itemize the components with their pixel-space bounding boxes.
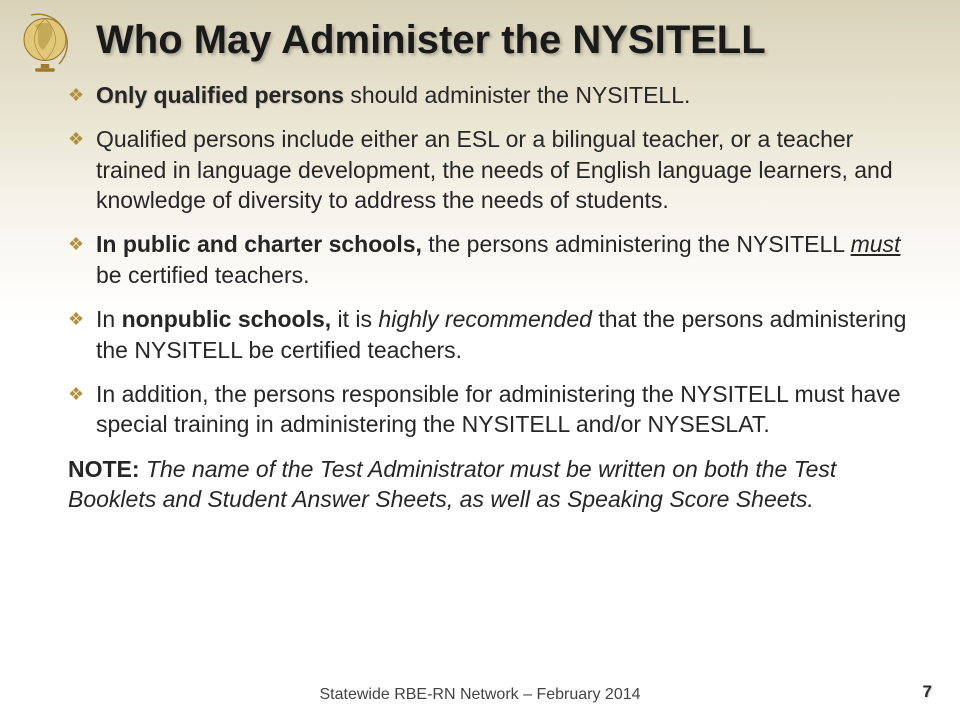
diamond-icon: ❖ bbox=[68, 233, 84, 257]
bullet-italic: highly recommended bbox=[378, 306, 592, 332]
bullet-must: must bbox=[851, 231, 901, 257]
bullet-item: ❖ In public and charter schools, the per… bbox=[68, 229, 920, 290]
page-number: 7 bbox=[923, 682, 932, 702]
bullet-item: ❖ In addition, the persons responsible f… bbox=[68, 379, 920, 440]
bullet-text: the persons administering the NYSITELL bbox=[422, 231, 851, 257]
slide-title: Who May Administer the NYSITELL bbox=[96, 18, 920, 62]
note-paragraph: NOTE: The name of the Test Administrator… bbox=[68, 454, 920, 515]
bullet-item: ❖ In nonpublic schools, it is highly rec… bbox=[68, 304, 920, 365]
bullet-text: should administer the NYSITELL. bbox=[344, 82, 690, 108]
bullet-text: In addition, the persons responsible for… bbox=[96, 381, 901, 437]
bullet-list: ❖ Only qualified persons should administ… bbox=[68, 80, 920, 440]
diamond-icon: ❖ bbox=[68, 128, 84, 152]
bullet-text: Qualified persons include either an ESL … bbox=[96, 126, 893, 213]
footer-text: Statewide RBE-RN Network – February 2014 bbox=[0, 686, 960, 704]
diamond-icon: ❖ bbox=[68, 84, 84, 108]
bullet-text: be certified teachers. bbox=[96, 262, 310, 288]
bullet-item: ❖ Qualified persons include either an ES… bbox=[68, 124, 920, 215]
note-text: The name of the Test Administrator must … bbox=[68, 456, 836, 512]
globe-icon bbox=[10, 8, 80, 78]
bullet-text: it is bbox=[331, 306, 378, 332]
bullet-bold-lead: In public and charter schools, bbox=[96, 231, 422, 257]
slide: Who May Administer the NYSITELL ❖ Only q… bbox=[0, 0, 960, 720]
bullet-bold-mid: nonpublic schools, bbox=[122, 306, 332, 332]
diamond-icon: ❖ bbox=[68, 383, 84, 407]
bullet-bold-lead: Only qualified persons bbox=[96, 82, 344, 108]
bullet-item: ❖ Only qualified persons should administ… bbox=[68, 80, 920, 110]
note-label: NOTE: bbox=[68, 456, 146, 482]
diamond-icon: ❖ bbox=[68, 308, 84, 332]
bullet-text: In bbox=[96, 306, 122, 332]
